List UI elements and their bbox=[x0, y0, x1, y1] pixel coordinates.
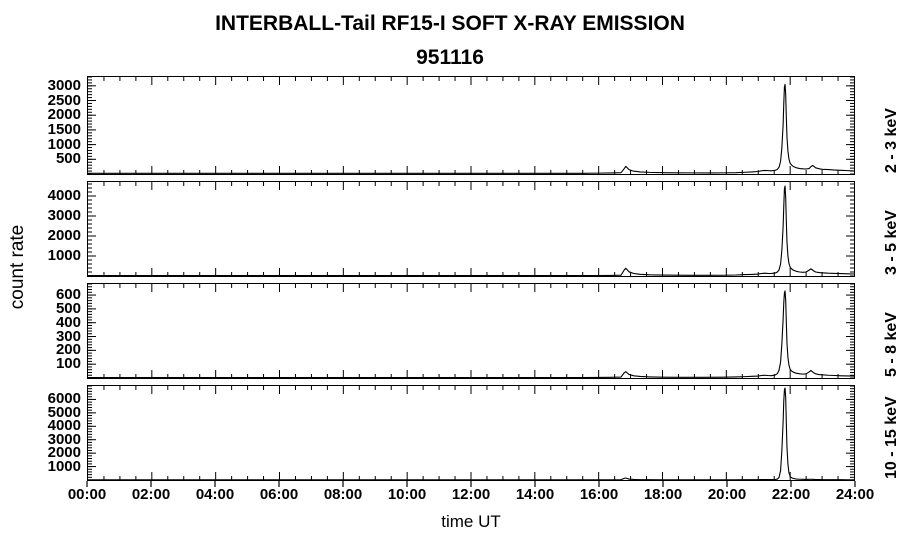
x-tick-label: 10:00 bbox=[387, 486, 427, 503]
y-tick-label: 5000 bbox=[47, 403, 81, 421]
data-trace-1 bbox=[88, 77, 854, 174]
x-tick-label: 08:00 bbox=[323, 486, 363, 503]
y-tick-label: 1500 bbox=[47, 120, 81, 138]
y-tick-label: 2000 bbox=[47, 106, 81, 124]
energy-band-label-1: 2 - 3 keV bbox=[883, 108, 900, 173]
x-tick-label: 06:00 bbox=[259, 486, 299, 503]
x-axis-label: time UT bbox=[441, 512, 501, 531]
y-tick-label: 600 bbox=[55, 286, 81, 304]
y-tick-label: 1000 bbox=[47, 247, 81, 264]
x-tick-label: 22:00 bbox=[771, 486, 811, 503]
y-tick-label: 1000 bbox=[47, 457, 81, 475]
y-tick-label: 3000 bbox=[47, 207, 81, 224]
data-trace-4 bbox=[88, 386, 854, 480]
y-tick-label: 300 bbox=[55, 327, 81, 345]
y-tick-label: 6000 bbox=[47, 390, 81, 408]
y-tick-label: 2000 bbox=[47, 227, 81, 244]
x-tick-label: 04:00 bbox=[195, 486, 235, 503]
y-tick-label: 100 bbox=[55, 355, 81, 373]
x-tick-label: 16:00 bbox=[579, 486, 619, 503]
x-tick-label: 18:00 bbox=[643, 486, 683, 503]
energy-band-label-3: 5 - 8 keV bbox=[883, 312, 900, 377]
plot-panel-1 bbox=[87, 76, 855, 175]
chart-title: INTERBALL-Tail RF15-I SOFT X-RAY EMISSIO… bbox=[215, 12, 685, 35]
y-tick-label: 3000 bbox=[47, 430, 81, 448]
y-tick-label: 4000 bbox=[47, 187, 81, 204]
x-tick-label: 00:00 bbox=[67, 486, 107, 503]
plot-panel-3 bbox=[87, 283, 855, 379]
chart-subtitle: 951116 bbox=[416, 46, 484, 69]
y-tick-label: 2000 bbox=[47, 444, 81, 462]
x-tick-label: 20:00 bbox=[707, 486, 747, 503]
y-tick-label: 2500 bbox=[47, 91, 81, 109]
plot-panel-4 bbox=[87, 385, 855, 481]
data-trace-3 bbox=[88, 284, 854, 378]
x-tick-label: 02:00 bbox=[131, 486, 171, 503]
y-tick-label: 3000 bbox=[47, 76, 81, 94]
x-tick-label: 24:00 bbox=[835, 486, 875, 503]
y-tick-label: 500 bbox=[55, 150, 81, 168]
energy-band-label-2: 3 - 5 keV bbox=[883, 210, 900, 275]
x-tick-label: 14:00 bbox=[515, 486, 555, 503]
energy-band-label-4: 10 - 15 keV bbox=[883, 396, 900, 479]
y-tick-label: 400 bbox=[55, 313, 81, 331]
y-tick-label: 200 bbox=[55, 341, 81, 359]
plot-panel-2 bbox=[87, 181, 855, 277]
x-tick-label: 12:00 bbox=[451, 486, 491, 503]
y-tick-label: 1000 bbox=[47, 135, 81, 153]
y-tick-label: 500 bbox=[55, 299, 81, 317]
y-tick-label: 4000 bbox=[47, 417, 81, 435]
data-trace-2 bbox=[88, 182, 854, 276]
